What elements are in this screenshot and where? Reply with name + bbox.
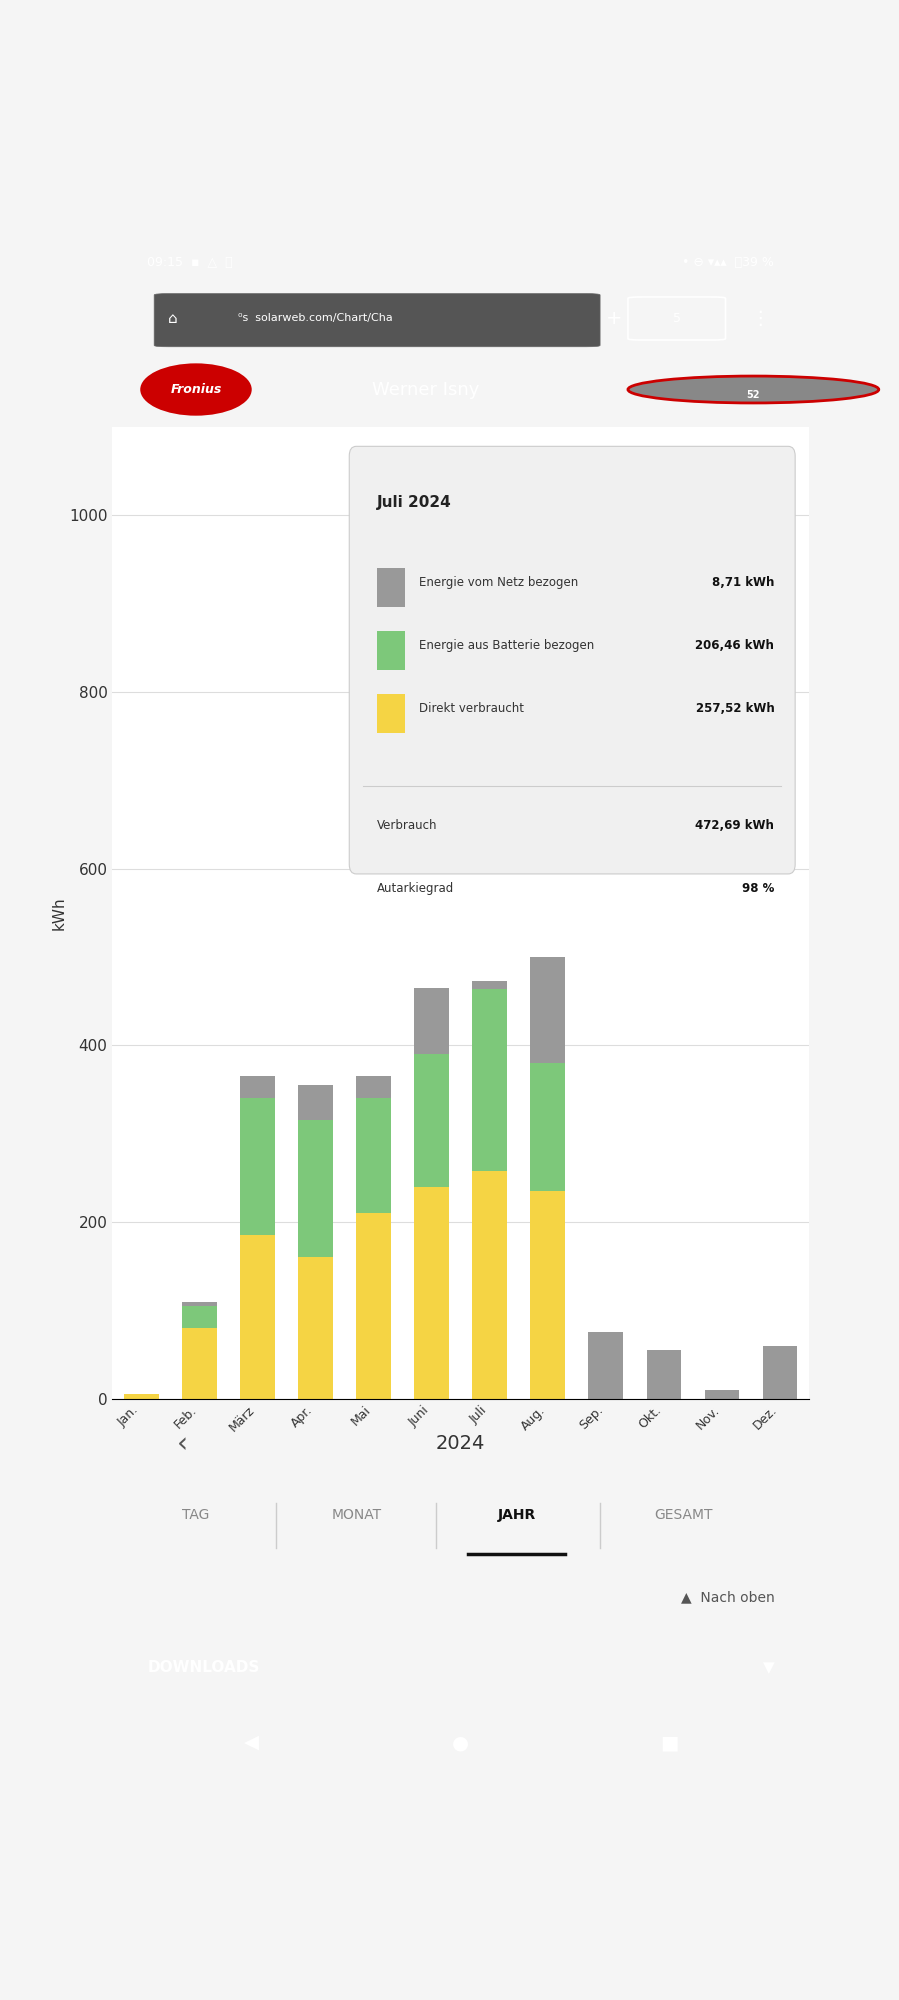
Text: 09:15  ▪  △  🚗: 09:15 ▪ △ 🚗 xyxy=(147,256,233,268)
FancyBboxPatch shape xyxy=(349,446,796,874)
Text: ⁰s  solarweb.com/Chart/Cha: ⁰s solarweb.com/Chart/Cha xyxy=(237,314,393,324)
Bar xyxy=(124,1394,159,1398)
Text: ⌂: ⌂ xyxy=(168,310,178,326)
Bar xyxy=(530,1064,565,1192)
Text: GESAMT: GESAMT xyxy=(654,1508,713,1522)
Bar xyxy=(356,1098,391,1214)
Text: 98 %: 98 % xyxy=(742,882,774,896)
Text: Verbrauch: Verbrauch xyxy=(378,818,438,832)
Bar xyxy=(240,1236,275,1398)
Bar xyxy=(589,1332,623,1398)
Text: 5: 5 xyxy=(672,312,681,324)
Text: Werner Isny: Werner Isny xyxy=(372,380,479,398)
Bar xyxy=(298,1086,333,1120)
Bar xyxy=(298,1258,333,1398)
Bar xyxy=(182,1302,217,1306)
FancyBboxPatch shape xyxy=(378,568,405,606)
Bar xyxy=(414,1186,450,1398)
Text: Energie vom Netz bezogen: Energie vom Netz bezogen xyxy=(419,576,578,588)
Bar xyxy=(530,1192,565,1398)
FancyBboxPatch shape xyxy=(378,694,405,734)
Text: • ⊖ ▾▴▴  🔋39 %: • ⊖ ▾▴▴ 🔋39 % xyxy=(682,256,774,268)
Text: ▼: ▼ xyxy=(762,1660,774,1676)
Text: JAHR: JAHR xyxy=(497,1508,536,1522)
Bar xyxy=(414,1054,450,1186)
Bar xyxy=(530,956,565,1064)
Bar xyxy=(646,1350,681,1398)
Text: 52: 52 xyxy=(746,390,761,400)
FancyBboxPatch shape xyxy=(378,630,405,670)
Text: Juli 2024: Juli 2024 xyxy=(378,494,452,510)
Bar xyxy=(182,1328,217,1398)
Bar xyxy=(414,988,450,1054)
Text: DOWNLOADS: DOWNLOADS xyxy=(147,1660,260,1676)
Text: Autarkiegrad: Autarkiegrad xyxy=(378,882,454,896)
Text: MONAT: MONAT xyxy=(331,1508,381,1522)
Text: 206,46 kWh: 206,46 kWh xyxy=(696,640,774,652)
Ellipse shape xyxy=(140,364,252,416)
Text: ■: ■ xyxy=(661,1734,679,1752)
Text: ◀: ◀ xyxy=(245,1734,259,1752)
Y-axis label: kWh: kWh xyxy=(51,896,67,930)
Text: TAG: TAG xyxy=(182,1508,209,1522)
Text: 472,69 kWh: 472,69 kWh xyxy=(696,818,774,832)
Text: Fronius: Fronius xyxy=(170,384,222,396)
Bar xyxy=(472,988,507,1172)
Text: Energie aus Batterie bezogen: Energie aus Batterie bezogen xyxy=(419,640,594,652)
Bar xyxy=(705,1390,739,1398)
Bar xyxy=(356,1214,391,1398)
Text: ●: ● xyxy=(452,1734,469,1752)
Bar xyxy=(182,1306,217,1328)
FancyBboxPatch shape xyxy=(155,294,601,346)
Bar xyxy=(762,1346,797,1398)
Bar xyxy=(472,1172,507,1398)
Text: Direkt verbraucht: Direkt verbraucht xyxy=(419,702,524,716)
Bar xyxy=(298,1120,333,1258)
Text: 257,52 kWh: 257,52 kWh xyxy=(696,702,774,716)
Bar xyxy=(240,1076,275,1098)
Text: 2024: 2024 xyxy=(436,1434,485,1454)
Circle shape xyxy=(628,376,879,402)
Bar xyxy=(240,1098,275,1236)
Text: ⋮: ⋮ xyxy=(751,308,770,328)
Text: +: + xyxy=(606,308,622,328)
Text: 8,71 kWh: 8,71 kWh xyxy=(712,576,774,588)
Bar xyxy=(356,1076,391,1098)
Text: ▲  Nach oben: ▲ Nach oben xyxy=(681,1590,774,1604)
Text: ‹: ‹ xyxy=(176,1430,188,1458)
Bar xyxy=(472,982,507,988)
